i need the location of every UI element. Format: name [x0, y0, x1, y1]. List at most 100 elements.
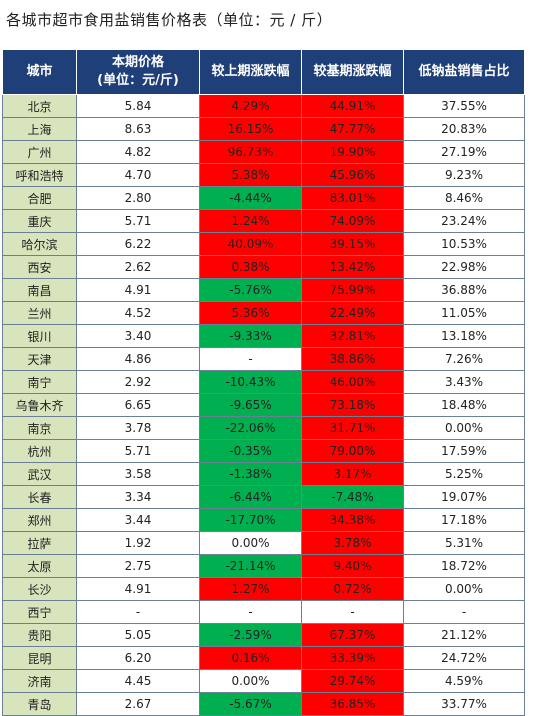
mom-change-cell: -10.43% [199, 370, 302, 394]
mom-change-cell: - [199, 347, 302, 371]
city-cell: 兰州 [2, 301, 77, 325]
yoy-change-cell: 3.78% [301, 531, 404, 555]
low-sodium-share-cell: 7.26% [403, 347, 525, 371]
low-sodium-share-cell: 24.72% [403, 646, 525, 670]
city-cell: 西宁 [2, 600, 77, 624]
yoy-change-cell: 29.74% [301, 669, 404, 693]
city-cell: 合肥 [2, 186, 77, 210]
city-cell: 天津 [2, 347, 77, 371]
yoy-change-cell: 38.86% [301, 347, 404, 371]
mom-change-cell: 16.15% [199, 117, 302, 141]
low-sodium-share-cell: 13.18% [403, 324, 525, 348]
low-sodium-share-cell: 5.25% [403, 462, 525, 486]
mom-change-cell: -22.06% [199, 416, 302, 440]
header-price-line2: (单位：元/斤) [97, 73, 179, 88]
table-row: 银川 3.40 -9.33% 32.81% 13.18% [2, 324, 525, 348]
city-cell: 长沙 [2, 577, 77, 601]
mom-change-cell: 0.00% [199, 669, 302, 693]
yoy-change-cell: 46.00% [301, 370, 404, 394]
mom-change-cell: 1.24% [199, 209, 302, 233]
low-sodium-share-cell: 27.19% [403, 140, 525, 164]
city-cell: 郑州 [2, 508, 77, 532]
table-row: 贵阳 5.05 -2.59% 67.37% 21.12% [2, 623, 525, 647]
price-cell: 3.78 [76, 416, 200, 440]
city-cell: 武汉 [2, 462, 77, 486]
yoy-change-cell: - [301, 600, 404, 624]
yoy-change-cell: 33.39% [301, 646, 404, 670]
city-cell: 昆明 [2, 646, 77, 670]
yoy-change-cell: 75.99% [301, 278, 404, 302]
city-cell: 青岛 [2, 692, 77, 716]
yoy-change-cell: 9.40% [301, 554, 404, 578]
yoy-change-cell: 32.81% [301, 324, 404, 348]
table-body: 北京 5.84 4.29% 44.91% 37.55% 上海 8.63 16.15% 47.77… [2, 94, 525, 716]
yoy-change-cell: -7.48% [301, 485, 404, 509]
price-cell: 1.92 [76, 531, 200, 555]
price-cell: 5.84 [76, 94, 200, 118]
price-cell: 4.52 [76, 301, 200, 325]
mom-change-cell: 5.36% [199, 301, 302, 325]
low-sodium-share-cell: 3.43% [403, 370, 525, 394]
low-sodium-share-cell: 21.12% [403, 623, 525, 647]
price-cell: 8.63 [76, 117, 200, 141]
low-sodium-share-cell: 4.59% [403, 669, 525, 693]
yoy-change-cell: 44.91% [301, 94, 404, 118]
table-row: 武汉 3.58 -1.38% 3.17% 5.25% [2, 462, 525, 486]
table-row: 呼和浩特 4.70 5.38% 45.96% 9.23% [2, 163, 525, 187]
mom-change-cell: -17.70% [199, 508, 302, 532]
mom-change-cell: 40.09% [199, 232, 302, 256]
mom-change-cell: 96.73% [199, 140, 302, 164]
table-row: 太原 2.75 -21.14% 9.40% 18.72% [2, 554, 525, 578]
table-row: 西宁 - - - - [2, 600, 525, 624]
price-cell: 4.70 [76, 163, 200, 187]
low-sodium-share-cell: 18.48% [403, 393, 525, 417]
table-row: 杭州 5.71 -0.35% 79.00% 17.59% [2, 439, 525, 463]
low-sodium-share-cell: 5.31% [403, 531, 525, 555]
yoy-change-cell: 83.01% [301, 186, 404, 210]
city-cell: 上海 [2, 117, 77, 141]
low-sodium-share-cell: 10.53% [403, 232, 525, 256]
mom-change-cell: -2.59% [199, 623, 302, 647]
mom-change-cell: -6.44% [199, 485, 302, 509]
table-row: 北京 5.84 4.29% 44.91% 37.55% [2, 94, 525, 118]
price-cell: 4.91 [76, 577, 200, 601]
salt-price-table: 城市 本期价格 (单位：元/斤) 较上期涨跌幅 较基期涨跌幅 低钠盐销售占比 北… [2, 49, 525, 716]
price-cell: 2.67 [76, 692, 200, 716]
low-sodium-share-cell: 22.98% [403, 255, 525, 279]
price-cell: 3.40 [76, 324, 200, 348]
price-cell: 5.71 [76, 209, 200, 233]
price-cell: 4.45 [76, 669, 200, 693]
yoy-change-cell: 79.00% [301, 439, 404, 463]
mom-change-cell: -5.67% [199, 692, 302, 716]
yoy-change-cell: 0.72% [301, 577, 404, 601]
price-cell: 6.22 [76, 232, 200, 256]
header-price: 本期价格 (单位：元/斤) [76, 49, 200, 95]
city-cell: 南宁 [2, 370, 77, 394]
table-row: 天津 4.86-38.86% 7.26% [2, 347, 525, 371]
city-cell: 拉萨 [2, 531, 77, 555]
yoy-change-cell: 22.49% [301, 301, 404, 325]
mom-change-cell: 0.16% [199, 646, 302, 670]
yoy-change-cell: 73.18% [301, 393, 404, 417]
yoy-change-cell: 45.96% [301, 163, 404, 187]
city-cell: 银川 [2, 324, 77, 348]
header-price-line1: 本期价格 [111, 55, 164, 70]
table-row: 兰州 4.52 5.36% 22.49% 11.05% [2, 301, 525, 325]
table-row: 乌鲁木齐 6.65 -9.65% 73.18% 18.48% [2, 393, 525, 417]
page-title: 各城市超市食用盐销售价格表（单位：元 / 斤） [6, 11, 333, 29]
city-cell: 南昌 [2, 278, 77, 302]
low-sodium-share-cell: 37.55% [403, 94, 525, 118]
mom-change-cell: 1.27% [199, 577, 302, 601]
low-sodium-share-cell: 0.00% [403, 416, 525, 440]
table-row: 广州 4.82 96.73% 19.90% 27.19% [2, 140, 525, 164]
table-row: 南京 3.78 -22.06% 31.71% 0.00% [2, 416, 525, 440]
price-cell: 3.34 [76, 485, 200, 509]
price-cell: 5.71 [76, 439, 200, 463]
table-row: 济南 4.45 0.00% 29.74% 4.59% [2, 669, 525, 693]
city-cell: 杭州 [2, 439, 77, 463]
city-cell: 太原 [2, 554, 77, 578]
yoy-change-cell: 3.17% [301, 462, 404, 486]
mom-change-cell: 0.38% [199, 255, 302, 279]
price-cell: 2.75 [76, 554, 200, 578]
mom-change-cell: -5.76% [199, 278, 302, 302]
